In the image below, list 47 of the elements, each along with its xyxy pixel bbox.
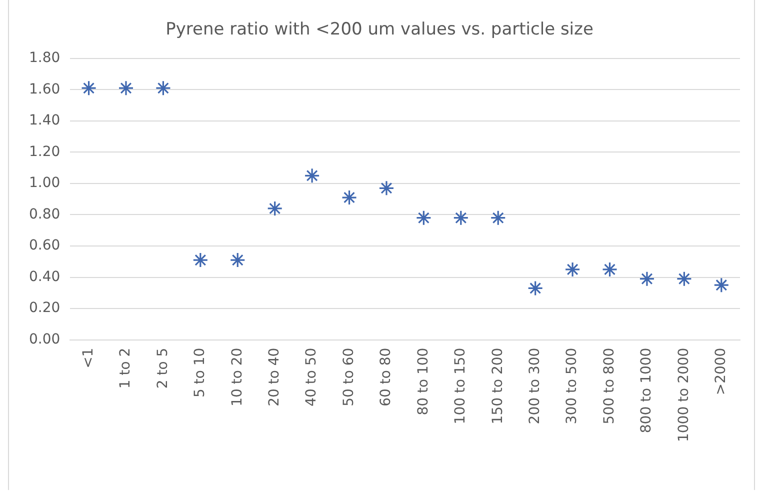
- x-tick-label: 300 to 500: [564, 348, 580, 424]
- x-tick-label: 200 to 300: [526, 348, 543, 424]
- y-tick-label: 1.60: [29, 81, 60, 98]
- x-tick-label: 80 to 100: [415, 348, 432, 416]
- x-tick-label: 2 to 5: [154, 348, 171, 389]
- chart-title: Pyrene ratio with <200 um values vs. particle size: [166, 20, 594, 40]
- y-tick-label: 0.60: [29, 238, 60, 254]
- point: [155, 80, 172, 96]
- point: [602, 262, 618, 278]
- y-tick-label: 1.00: [29, 175, 60, 192]
- point: [267, 200, 283, 216]
- y-tick-label: 0.20: [29, 300, 60, 316]
- x-tick-label: <1: [80, 348, 96, 368]
- y-tick-label: 0.40: [29, 268, 60, 285]
- x-tick-label: 100 to 150: [452, 348, 469, 424]
- x-tick-label: >2000: [713, 348, 730, 396]
- point: [676, 271, 692, 287]
- x-tick-label: 1 to 2: [118, 348, 134, 389]
- y-tick-label: 1.80: [29, 50, 60, 66]
- y-tick-label: 0.00: [29, 331, 60, 348]
- x-tick-label: 5 to 10: [192, 348, 208, 398]
- x-tick-label: 1000 to 2000: [676, 348, 692, 442]
- x-tick-label: 50 to 60: [340, 348, 357, 406]
- point: [490, 210, 506, 226]
- point: [118, 80, 134, 96]
- x-tick-label: 20 to 40: [266, 348, 282, 406]
- point: [416, 210, 432, 226]
- point: [192, 252, 208, 268]
- point: [80, 80, 97, 96]
- x-tick-label: 800 to 1000: [638, 348, 655, 434]
- y-tick-label: 1.20: [29, 144, 60, 160]
- x-tick-label: 150 to 200: [490, 348, 506, 424]
- y-tick-label: 1.40: [29, 112, 60, 129]
- x-tick-label: 10 to 20: [229, 348, 246, 406]
- x-tick-label: 40 to 50: [304, 348, 320, 406]
- point: [378, 180, 394, 196]
- point: [341, 190, 358, 206]
- y-tick-label: 0.80: [29, 206, 60, 222]
- point: [230, 252, 246, 268]
- point: [564, 262, 580, 278]
- point: [714, 277, 730, 293]
- x-tick-label: 500 to 800: [601, 348, 618, 424]
- x-tick-label: 60 to 80: [378, 348, 394, 406]
- point: [453, 210, 469, 226]
- point: [528, 280, 544, 296]
- point: [304, 168, 320, 184]
- point: [639, 271, 655, 287]
